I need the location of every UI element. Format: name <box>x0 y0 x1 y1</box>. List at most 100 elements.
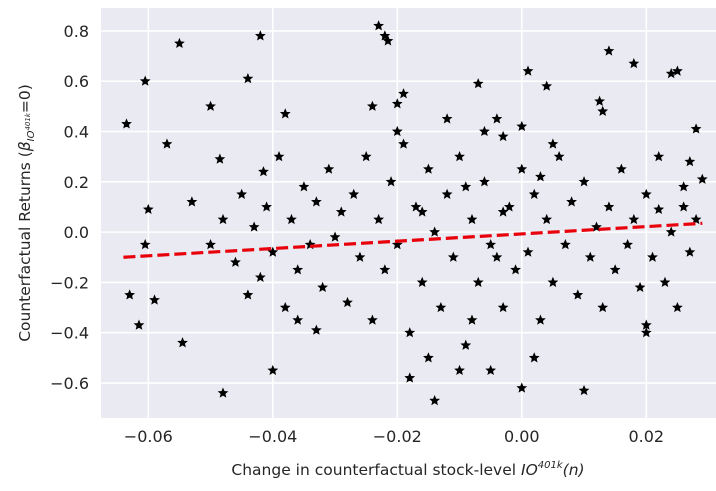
scatter-point <box>373 213 384 225</box>
scatter-point <box>124 289 136 300</box>
scatter-point <box>566 196 577 207</box>
scatter-point <box>460 181 472 192</box>
scatter-point <box>230 256 241 267</box>
scatter-point <box>603 45 615 56</box>
scatter-point <box>441 188 453 199</box>
scatter-point <box>466 213 478 225</box>
scatter-point <box>584 251 596 262</box>
y-tick-label: 0.2 <box>64 173 89 192</box>
scatter-point <box>142 203 154 215</box>
scatter-point <box>348 188 360 199</box>
scatter-point <box>423 163 434 174</box>
scatter-point <box>516 120 528 132</box>
scatter-point <box>479 176 490 187</box>
scatter-point <box>248 221 260 232</box>
scatter-point <box>690 123 702 134</box>
scatter-point <box>522 246 534 257</box>
scatter-point <box>404 372 416 383</box>
scatter-point <box>416 276 428 287</box>
y-tick-label: −0.6 <box>50 374 89 393</box>
scatter-point <box>447 251 459 262</box>
scatter-point <box>672 301 683 313</box>
scatter-point <box>435 301 447 313</box>
scatter-point <box>441 113 453 124</box>
scatter-point <box>205 239 216 250</box>
scatter-point <box>659 276 671 287</box>
scatter-point <box>429 226 441 237</box>
scatter-point <box>528 352 540 363</box>
scatter-point <box>653 203 665 215</box>
scatter-point <box>466 314 478 325</box>
y-tick-label: 0.8 <box>64 22 89 41</box>
scatter-point <box>323 163 335 174</box>
scatter-point <box>690 213 702 225</box>
scatter-point <box>177 337 188 348</box>
scatter-point <box>572 289 584 300</box>
scatter-point <box>516 382 528 393</box>
scatter-point <box>298 181 310 192</box>
x-tick-label: −0.06 <box>124 427 173 446</box>
scatter-point <box>254 30 266 41</box>
scatter-point <box>242 289 254 300</box>
scatter-point <box>342 296 353 308</box>
scatter-point <box>367 100 378 111</box>
scatter-point <box>429 394 441 406</box>
scatter-point <box>329 231 341 242</box>
scatter-point <box>149 294 160 305</box>
scatter-point <box>354 251 366 262</box>
scatter-point <box>398 138 409 149</box>
y-tick-label: 0.6 <box>64 72 89 91</box>
scatter-point <box>423 352 434 363</box>
scatter-point <box>133 319 145 330</box>
scatter-point <box>678 201 690 212</box>
x-tick-label: 0.02 <box>628 427 664 446</box>
scatter-point <box>416 206 428 217</box>
scatter-point <box>634 281 646 293</box>
plot-area <box>101 8 716 418</box>
scatter-point <box>174 37 185 49</box>
scatter-point <box>472 78 484 89</box>
scatter-point <box>410 201 422 212</box>
scatter-point <box>622 239 633 250</box>
scatter-point <box>553 151 565 162</box>
scatter-point <box>258 166 269 177</box>
scatter-point <box>292 314 304 325</box>
scatter-point <box>678 181 690 192</box>
x-tick-label: −0.02 <box>373 427 422 446</box>
scatter-point <box>665 226 677 237</box>
scatter-point <box>379 264 391 275</box>
scatter-point <box>628 57 640 69</box>
x-tick-label: −0.04 <box>248 427 297 446</box>
scatter-point <box>628 213 640 225</box>
scatter-point <box>186 196 198 207</box>
scatter-point <box>684 156 696 167</box>
scatter-point <box>391 239 403 250</box>
scatter-point <box>367 314 378 325</box>
scatter-point <box>404 327 416 338</box>
scatter-point <box>491 113 503 124</box>
scatter-point <box>672 65 683 76</box>
scatter-point <box>161 138 173 149</box>
scatter-point <box>472 276 484 287</box>
scatter-point <box>385 176 397 187</box>
scatter-point <box>597 301 609 313</box>
scatter-point <box>273 151 285 162</box>
scatter-point <box>603 201 615 212</box>
scatter-point <box>535 171 546 182</box>
scatter-point <box>214 153 226 164</box>
scatter-point <box>559 239 571 250</box>
scatter-point <box>335 206 347 217</box>
scatter-point <box>696 173 708 184</box>
scatter-point <box>497 301 509 313</box>
scatter-point <box>267 246 279 257</box>
y-tick-label: 0.0 <box>64 223 89 242</box>
scatter-point <box>454 364 465 376</box>
scatter-point <box>535 314 546 325</box>
scatter-point <box>205 100 216 111</box>
scatter-point <box>292 264 304 275</box>
scatter-point <box>541 213 553 225</box>
scatter-point <box>279 108 291 119</box>
scatter-point <box>217 387 229 398</box>
y-tick-label: −0.2 <box>50 273 89 292</box>
